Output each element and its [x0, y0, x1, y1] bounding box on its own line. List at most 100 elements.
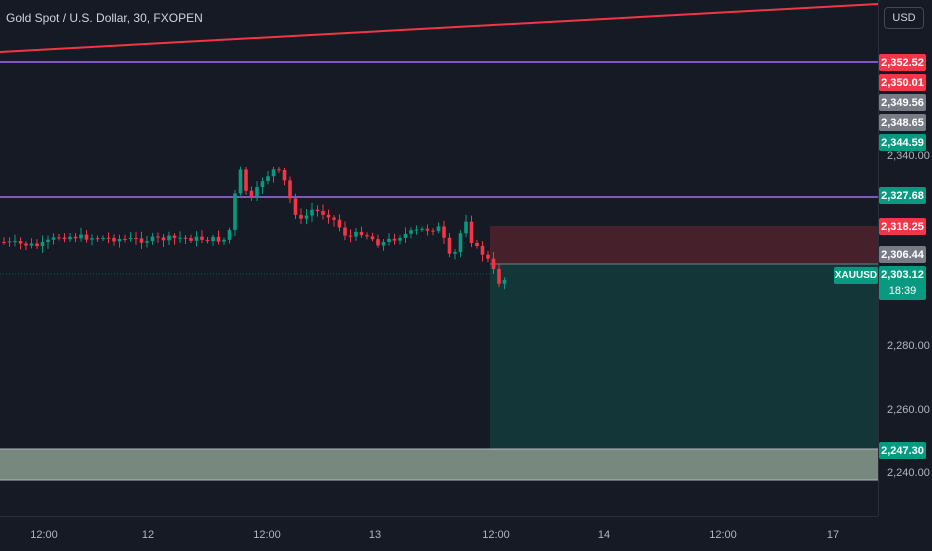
candle-body: [73, 236, 78, 239]
candle-body: [161, 237, 166, 241]
candle-body: [95, 238, 100, 240]
candle-body: [475, 242, 479, 247]
candle-body: [365, 235, 369, 237]
candle-body: [178, 237, 182, 239]
candle-body: [266, 176, 270, 182]
candle-body: [387, 238, 391, 242]
price-tag: 2,344.59: [879, 134, 926, 151]
time-tick: 12:00: [709, 529, 737, 541]
time-tick: 12: [141, 529, 155, 541]
candle-body: [167, 235, 171, 241]
candle-body: [200, 236, 204, 240]
candle-body: [447, 237, 452, 254]
candle-body: [332, 217, 336, 220]
candle-body: [123, 238, 127, 240]
price-tag: 2,352.52: [879, 54, 926, 71]
current-price: 2,303.12: [881, 269, 924, 281]
symbol-tag: XAUUSD: [834, 267, 878, 284]
time-tick: 13: [368, 529, 382, 541]
candle-body: [403, 233, 408, 238]
candle-body: [376, 239, 380, 246]
candle-body: [183, 237, 188, 239]
candle-body: [112, 237, 116, 242]
candle-body: [491, 258, 496, 269]
candle-body: [502, 280, 507, 284]
candle-body: [348, 235, 353, 237]
candle-body: [244, 169, 248, 191]
price-tag: 2,318.25: [879, 218, 926, 235]
time-axis[interactable]: 12:00 12 12:00 13 12:00 14 12:00 17: [0, 516, 878, 551]
candle-body: [90, 238, 94, 240]
trend-line[interactable]: [0, 3, 878, 53]
candle-body: [293, 198, 298, 215]
candle-body: [409, 230, 413, 234]
price-tag: 2,306.44: [879, 246, 926, 263]
candle-body: [134, 237, 138, 239]
candle-body: [211, 236, 215, 242]
candle-body: [436, 226, 441, 232]
candle-body: [343, 227, 347, 236]
candle-body: [315, 209, 320, 212]
candle-body: [271, 169, 276, 177]
candle-body: [79, 234, 83, 239]
candle-body: [238, 169, 243, 194]
candle-body: [51, 237, 56, 240]
candle-body: [7, 241, 12, 243]
price-tick: 2,260.00: [887, 404, 930, 416]
candle-body: [189, 238, 193, 241]
support-zone[interactable]: [0, 449, 878, 480]
candle-body: [304, 215, 309, 219]
candle-body: [310, 209, 314, 216]
candle-body: [326, 214, 331, 218]
candle-body: [469, 221, 474, 243]
candle-body: [299, 214, 303, 219]
candle-body: [101, 237, 105, 239]
candle-body: [282, 169, 287, 181]
candle-body: [486, 254, 490, 259]
candle-body: [249, 190, 254, 197]
candle-body: [359, 231, 364, 236]
candle-body: [420, 228, 424, 230]
chart-area[interactable]: Gold Spot / U.S. Dollar, 30, FXOPEN XAUU…: [0, 0, 878, 516]
candle-body: [150, 236, 155, 242]
candle-body: [392, 238, 397, 241]
candle-body: [464, 221, 468, 234]
candle-body: [321, 211, 325, 215]
take-profit-zone[interactable]: [490, 264, 878, 449]
candle-body: [24, 243, 28, 246]
chart-canvas[interactable]: [0, 0, 878, 516]
candle-body: [205, 239, 210, 242]
price-tag: 2,348.65: [879, 114, 926, 131]
candle-body: [222, 239, 226, 242]
candle-body: [431, 230, 435, 232]
candle-body: [370, 236, 375, 240]
time-tick: 12:00: [253, 529, 281, 541]
candles-group: [2, 166, 507, 290]
candle-body: [2, 242, 6, 243]
time-tick: 17: [826, 529, 840, 541]
candle-body: [35, 243, 39, 247]
candle-body: [117, 238, 122, 242]
candle-body: [106, 237, 111, 239]
price-axis[interactable]: 2,340.00 2,280.00 2,260.00 2,240.00: [878, 0, 932, 516]
price-tick: 2,240.00: [887, 467, 930, 479]
time-tick: 12:00: [30, 529, 58, 541]
price-tag: 2,247.30: [879, 442, 926, 459]
candle-body: [194, 236, 199, 241]
price-tick: 2,340.00: [887, 150, 930, 162]
candle-body: [13, 240, 17, 242]
candle-body: [227, 229, 232, 240]
candle-body: [458, 233, 463, 253]
candle-body: [29, 243, 34, 246]
candle-body: [233, 193, 237, 230]
candle-body: [480, 246, 485, 255]
stop-loss-zone[interactable]: [490, 226, 878, 264]
candle-body: [40, 242, 45, 247]
candle-body: [398, 237, 402, 241]
currency-button[interactable]: USD: [884, 7, 924, 29]
candle-body: [156, 236, 160, 238]
candle-body: [57, 237, 61, 239]
candle-body: [62, 237, 67, 240]
price-tag: 2,327.68: [879, 187, 926, 204]
candle-body: [128, 237, 133, 239]
